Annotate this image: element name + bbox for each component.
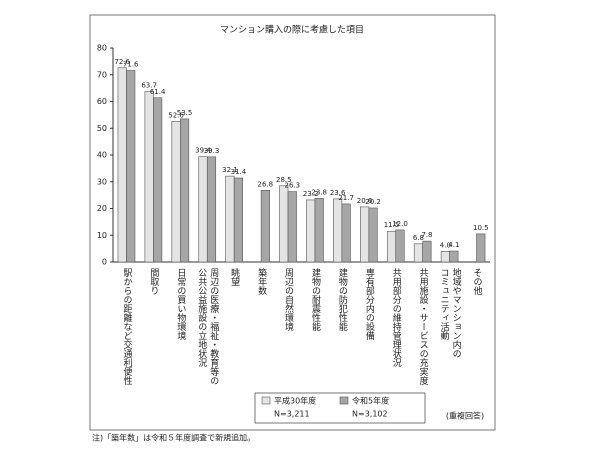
x-tick-label: 専有部分内の設備 bbox=[363, 268, 374, 340]
value-label: 26.8 bbox=[258, 180, 274, 188]
bar bbox=[333, 198, 343, 263]
x-tick-label: 地域やマンション内の コミュニティ活動 bbox=[438, 268, 461, 358]
bar bbox=[476, 233, 486, 263]
value-label: 61.4 bbox=[150, 88, 166, 96]
bar bbox=[153, 97, 163, 263]
legend-sample-size: N=3,102 bbox=[352, 410, 388, 419]
bar bbox=[314, 198, 324, 263]
value-label: 20.6 bbox=[357, 197, 373, 205]
y-tick-label: 20 bbox=[97, 204, 107, 213]
value-label: 53.5 bbox=[177, 109, 193, 117]
value-label: 20.2 bbox=[365, 198, 381, 206]
bar bbox=[306, 199, 316, 263]
bar bbox=[117, 67, 127, 263]
bar bbox=[225, 175, 235, 263]
bar bbox=[279, 185, 289, 263]
value-label: 28.5 bbox=[276, 176, 292, 184]
value-label: 72.6 bbox=[114, 58, 130, 66]
x-tick-label: 間取り bbox=[148, 268, 159, 295]
multiple-answer-note: (重複回答) bbox=[446, 411, 484, 421]
bar bbox=[395, 229, 405, 263]
y-tick-label: 0 bbox=[102, 258, 107, 267]
value-label: 63.7 bbox=[141, 82, 157, 90]
value-label: 23.8 bbox=[311, 188, 327, 196]
legend-sample-size: N=3,211 bbox=[274, 410, 310, 419]
legend-label: 令和5年度 bbox=[352, 396, 389, 406]
value-label: 23.2 bbox=[303, 190, 319, 198]
value-label: 11.5 bbox=[384, 221, 400, 229]
x-tick-label: 築年数 bbox=[256, 268, 267, 295]
bar bbox=[171, 120, 181, 263]
legend-swatch bbox=[339, 396, 349, 405]
value-label: 52.6 bbox=[168, 111, 184, 119]
y-tick-label: 10 bbox=[97, 231, 107, 240]
value-label: 4.1 bbox=[448, 241, 459, 249]
bar bbox=[368, 207, 378, 263]
x-tick-label: 周辺の医療・福祉・教育等の 公共公益施設の立地状況 bbox=[196, 268, 219, 385]
bar bbox=[180, 118, 190, 263]
bar bbox=[449, 250, 459, 263]
bar bbox=[440, 251, 450, 263]
bar bbox=[126, 70, 136, 263]
x-tick-label: 眺望 bbox=[229, 268, 240, 286]
x-tick-label: 日常の買い物環境 bbox=[175, 268, 186, 340]
bar bbox=[198, 156, 208, 263]
x-tick-label: 建物の耐震性能 bbox=[309, 268, 320, 331]
value-label: 31.4 bbox=[231, 168, 247, 176]
y-tick-label: 30 bbox=[97, 177, 107, 186]
value-label: 39.4 bbox=[195, 147, 211, 155]
x-tick-label: 建物の防犯性能 bbox=[336, 268, 347, 331]
x-tick-label: 共用施設・サービスの充実度 bbox=[417, 268, 428, 385]
chart-frame bbox=[89, 14, 496, 431]
x-tick-label: 駅からの距離など交通利便性 bbox=[121, 268, 132, 385]
chart-title: マンション購入の際に考慮した項目 bbox=[220, 24, 364, 36]
value-label: 32.1 bbox=[222, 166, 238, 174]
bar bbox=[206, 156, 217, 263]
bar bbox=[413, 243, 423, 263]
bar bbox=[422, 240, 432, 263]
value-label: 7.8 bbox=[421, 231, 432, 239]
bar bbox=[260, 190, 270, 263]
y-tick-label: 50 bbox=[97, 124, 107, 133]
bar bbox=[233, 177, 243, 263]
value-label: 26.3 bbox=[284, 182, 300, 190]
bar bbox=[144, 91, 154, 263]
legend-label: 平成30年度 bbox=[274, 396, 316, 406]
bar bbox=[287, 191, 297, 263]
value-label: 39.3 bbox=[204, 147, 220, 155]
y-tick-label: 80 bbox=[97, 44, 107, 53]
value-label: 71.6 bbox=[123, 60, 139, 68]
y-tick-label: 40 bbox=[97, 151, 107, 160]
legend-swatch bbox=[261, 396, 271, 405]
value-label: 21.7 bbox=[338, 194, 354, 202]
bar bbox=[341, 203, 351, 263]
value-label: 12.0 bbox=[392, 220, 408, 228]
value-label: 4.0 bbox=[440, 241, 451, 249]
value-label: 10.5 bbox=[473, 224, 489, 232]
value-label: 23.6 bbox=[330, 189, 346, 197]
footnote: 注)「築年数」は令和５年度調査で新規追加。 bbox=[92, 433, 255, 443]
x-tick-label: 周辺の自然環境 bbox=[283, 268, 294, 331]
bar bbox=[386, 230, 397, 263]
bar bbox=[360, 206, 370, 263]
y-tick-label: 60 bbox=[97, 97, 107, 106]
x-tick-label: その他 bbox=[471, 268, 482, 295]
y-tick-label: 70 bbox=[97, 70, 107, 79]
value-label: 6.8 bbox=[413, 234, 424, 242]
x-tick-label: 共用部分の維持管理状況 bbox=[390, 268, 401, 367]
